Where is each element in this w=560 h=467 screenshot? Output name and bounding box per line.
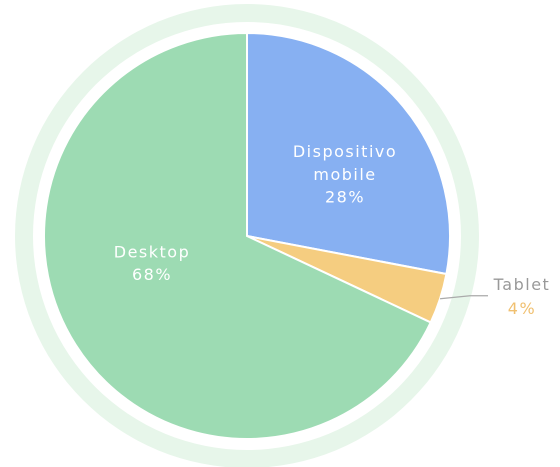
slice-value: 4% — [508, 299, 536, 318]
label-line: mobile — [313, 165, 376, 184]
label-line: Dispositivo — [293, 142, 397, 161]
pie-slice — [43, 31, 433, 440]
pie-slice — [246, 31, 451, 276]
slice-label: Tablet — [493, 275, 551, 294]
pie — [43, 31, 451, 440]
label-line: Desktop — [114, 242, 190, 261]
slice-value: 68% — [132, 265, 172, 284]
labels: Dispositivo mobile 28% Tablet 4% Desktop 68% — [114, 142, 551, 319]
slice-label: Desktop — [114, 242, 190, 261]
slice-value: 28% — [325, 188, 365, 207]
slice-label: Dispositivo mobile — [293, 142, 397, 184]
leader-line — [440, 295, 488, 300]
